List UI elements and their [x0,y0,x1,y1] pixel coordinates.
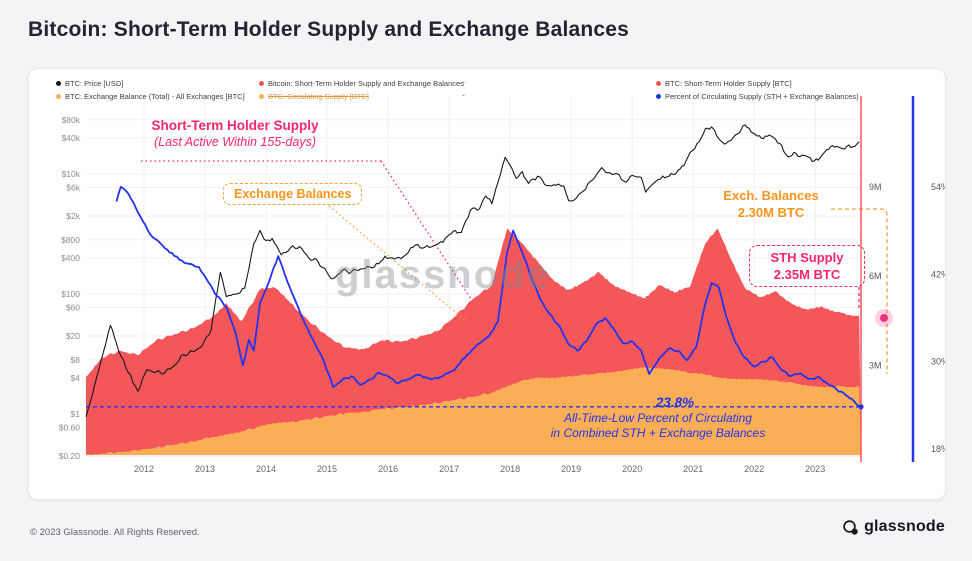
price-axis-tick: $0.60 [59,422,81,432]
price-axis-tick: $100 [61,289,80,299]
legend-item-dashboard[interactable]: Bitcoin: Short-Term Holder Supply and Ex… [259,78,464,88]
percent-axis-tick: 54% [931,182,945,192]
year-axis-tick: 2019 [561,464,581,474]
percent-line [115,186,860,408]
legend-label: Bitcoin: Short-Term Holder Supply and Ex… [268,78,464,88]
year-axis-tick: 2021 [683,464,703,474]
glassnode-logo-icon [843,519,858,535]
year-axis-tick: 2022 [744,464,764,474]
price-axis-tick: $4 [71,373,81,383]
price-axis-tick: $0.20 [59,451,81,461]
legend-dot-exchange-icon [56,93,61,99]
sth-callout-connector [141,160,472,300]
price-axis-tick: $8 [71,355,81,365]
legend-dot-dashboard-icon [259,80,264,86]
legend-item-sth-supply[interactable]: BTC: Short-Term Holder Supply [BTC] [656,78,792,88]
legend-item-exchange-balance[interactable]: BTC: Exchange Balance (Total) - All Exch… [56,91,245,101]
year-axis-tick: 2018 [500,464,520,474]
legend-label: Percent of Circulating Supply (STH + Exc… [665,91,859,101]
year-axis-tick: 2017 [439,464,459,474]
year-axis-tick: 2012 [134,464,154,474]
year-axis-tick: 2016 [378,464,398,474]
chart-card: $80k $40k $10k $6k $2k $800 $400 $100 $60 $20 $8 $4… [28,68,946,500]
copyright-text: © 2023 Glassnode. All Rights Reserved. [30,527,200,538]
price-axis-tick: $20 [66,331,80,341]
legend-label: BTC: Exchange Balance (Total) - All Exch… [65,91,245,101]
legend-label: BTC: Short-Term Holder Supply [BTC] [665,78,792,88]
year-axis-tick: 2020 [622,464,642,474]
percent-axis-tick: 18% [931,444,945,454]
percent-end-marker [858,404,864,410]
exchange-area [86,366,861,455]
exchange-end-connector [831,208,888,374]
legend-toggle-dash[interactable]: - [462,77,465,87]
price-axis-tick: $6k [66,182,80,192]
price-axis-tick: $10k [62,169,81,179]
legend-dot-sth-icon [656,80,661,86]
glassnode-logo-text: glassnode [864,518,945,535]
percent-axis-tick: 30% [931,357,945,367]
price-line [85,124,860,417]
price-axis-tick: $80k [62,115,81,125]
legend-toggle-dash[interactable]: - [462,90,465,100]
price-axis-tick: $60 [66,302,80,312]
legend-dot-circulating-icon [259,93,264,99]
supply-axis-tick: 3M [869,361,882,371]
price-axis-tick: $400 [61,253,80,263]
glassnode-logo: glassnode [842,518,945,536]
exchange-callout-connector [328,205,467,322]
price-axis-tick: $2k [66,211,80,221]
sth-end-marker [880,314,888,322]
year-axis-tick: 2023 [805,464,825,474]
legend-label: BTC: Price [USD] [65,78,124,88]
chart-canvas[interactable]: $80k $40k $10k $6k $2k $800 $400 $100 $60 $20 $8 $4… [29,69,945,499]
supply-axis-tick: 6M [869,271,882,281]
price-axis-tick: $1 [71,409,81,419]
legend-item-btc-price[interactable]: BTC: Price [USD] [56,78,123,88]
year-axis-tick: 2014 [256,464,276,474]
page-title: Bitcoin: Short-Term Holder Supply and Ex… [28,18,630,41]
price-axis-tick: $40k [62,133,81,143]
legend-label-disabled: BTC: Circulating Supply [BTC] [268,91,369,101]
price-axis-tick: $800 [61,235,80,245]
legend-dot-price-icon [56,80,61,86]
legend-item-percent-circulating[interactable]: Percent of Circulating Supply (STH + Exc… [656,91,859,101]
percent-axis-tick: 42% [931,269,945,279]
year-axis-tick: 2013 [195,464,215,474]
legend-dot-percent-icon [656,93,661,99]
year-axis-tick: 2015 [317,464,337,474]
supply-axis-tick: 9M [869,182,882,192]
legend-item-circulating-supply[interactable]: BTC: Circulating Supply [BTC] [259,91,369,101]
